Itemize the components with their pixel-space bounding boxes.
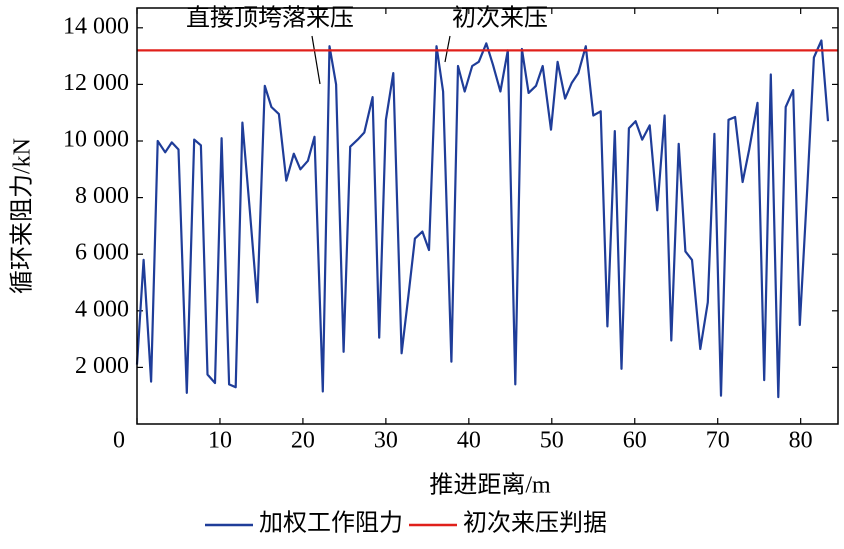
y-tick-label: 12 000 <box>63 70 129 96</box>
legend-label: 初次来压判据 <box>463 510 607 537</box>
annotation: 初次来压 <box>452 5 548 32</box>
annotation: 直接顶垮落来压 <box>186 5 354 32</box>
y-tick-label: 8 000 <box>75 183 129 209</box>
x-tick-label: 50 <box>540 428 564 454</box>
x-tick-label: 0 <box>113 428 125 454</box>
x-tick-label: 30 <box>374 428 398 454</box>
y-tick-label: 6 000 <box>75 240 129 266</box>
x-tick-label: 70 <box>706 428 730 454</box>
y-tick-label: 4 000 <box>75 296 129 322</box>
annotation-pointer <box>444 35 451 63</box>
series-line <box>135 39 830 399</box>
x-tick-label: 40 <box>457 428 481 454</box>
x-tick-label: 60 <box>623 428 647 454</box>
x-tick-label: 10 <box>208 428 232 454</box>
y-tick-label: 2 000 <box>75 353 129 379</box>
y-axis-label: 循环来阻力/kN <box>9 138 36 294</box>
x-axis-label: 推进距离/m <box>429 472 551 499</box>
plot-frame <box>136 7 839 425</box>
legend-label: 加权工作阻力 <box>259 510 403 537</box>
x-tick-label: 20 <box>291 428 315 454</box>
annotation-pointer <box>311 35 321 85</box>
y-tick-label: 14 000 <box>63 13 129 39</box>
y-tick-label: 10 000 <box>63 127 129 153</box>
x-tick-label: 80 <box>789 428 813 454</box>
